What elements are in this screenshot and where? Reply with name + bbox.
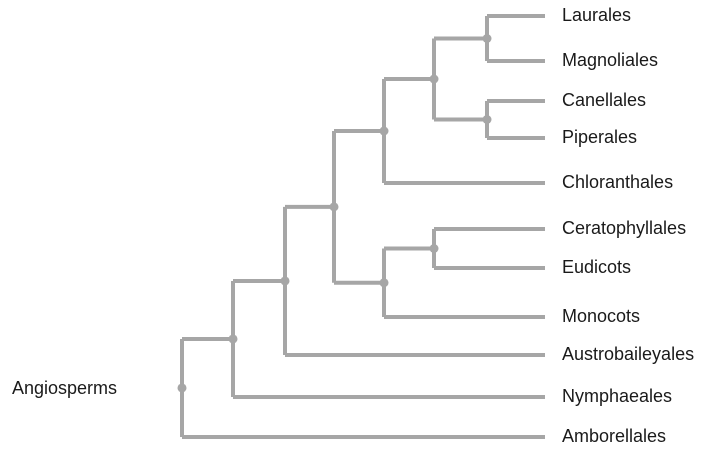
clade-node-7 [482,115,492,124]
leaf-label-eudicots: Eudicots [562,257,631,277]
clade-node-6 [482,34,492,43]
leaf-label-magnoliales: Magnoliales [562,50,658,70]
clade-node-8 [379,278,389,288]
leaf-label-chloranthales: Chloranthales [562,172,673,192]
clade-node-1 [228,334,238,344]
leaf-label-amborellales: Amborellales [562,426,666,446]
clade-node-3 [329,202,339,212]
leaf-label-piperales: Piperales [562,127,637,147]
clade-node-5 [429,74,439,84]
tree-branches [177,14,545,439]
leaf-label-austrobaileyales: Austrobaileyales [562,344,694,364]
leaf-label-monocots: Monocots [562,306,640,326]
leaf-label-canellales: Canellales [562,90,646,110]
leaf-label-nymphaeales: Nymphaeales [562,386,672,406]
leaf-label-ceratophyllales: Ceratophyllales [562,218,686,238]
leaf-labels: Laurales Magnoliales Canellales Piperales Ch… [562,5,694,446]
clade-node-4 [379,126,389,136]
root-label: Angiosperms [12,378,117,398]
clade-node-0 [177,383,187,393]
clade-node-2 [280,276,290,286]
clade-node-9 [429,244,439,253]
leaf-label-laurales: Laurales [562,5,631,25]
